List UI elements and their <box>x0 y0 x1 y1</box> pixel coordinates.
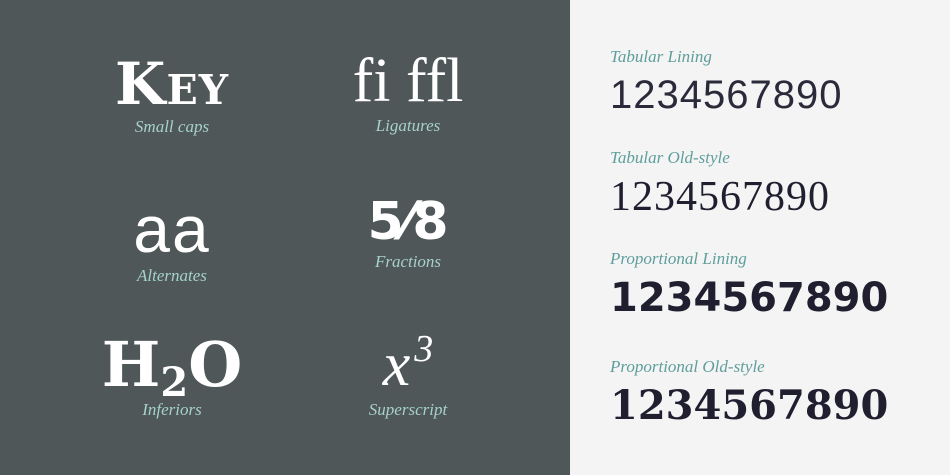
superscript-caption: Superscript <box>368 400 448 419</box>
inferiors-base: H <box>101 328 161 401</box>
proportional-oldstyle-digits: 1234567890 <box>610 382 889 429</box>
proportional-oldstyle-label: Proportional Old-style <box>610 357 765 376</box>
tabular-oldstyle-digits: 1234567890 <box>610 174 830 220</box>
inferiors-caption: Inferiors <box>142 400 202 419</box>
inferiors-sample: H2O <box>52 334 292 403</box>
ligatures-caption: Ligatures <box>375 116 441 135</box>
alternates-caption: Alternates <box>137 266 207 285</box>
fractions-caption: Fractions <box>374 252 442 271</box>
fractions-sample: 5⁄8 <box>367 192 449 252</box>
superscript-base: x <box>382 331 411 399</box>
feature-inferiors: H2O Inferiors <box>52 334 292 420</box>
proportional-lining-label: Proportional Lining <box>610 249 747 268</box>
tabular-lining-digits: 1234567890 <box>610 73 843 117</box>
feature-ligatures: fi ffl Ligatures <box>288 50 528 136</box>
features-panel: Key Small caps fi ffl Ligatures aa Alter… <box>0 0 570 475</box>
tabular-oldstyle-label: Tabular Old-style <box>610 148 730 167</box>
feature-fractions: 5⁄8 Fractions <box>288 196 528 272</box>
inferiors-subscript: 2 <box>160 359 189 406</box>
feature-alternates: aa Alternates <box>52 196 292 286</box>
ligatures-sample: fi ffl <box>352 47 464 115</box>
alternates-sample: aa <box>133 192 211 266</box>
superscript-exponent: 3 <box>414 328 434 370</box>
proportional-lining-digits: 1234567890 <box>610 275 889 321</box>
tabular-lining-label: Tabular Lining <box>610 47 712 66</box>
fraction-numerator: 5 <box>367 192 404 252</box>
small-caps-caption: Small caps <box>134 117 210 136</box>
fraction-denominator: 8 <box>412 192 449 252</box>
numerals-panel: Tabular Lining 1234567890 Tabular Old-st… <box>570 0 950 475</box>
feature-small-caps: Key Small caps <box>52 55 292 137</box>
inferiors-end: O <box>188 328 243 401</box>
small-caps-sample: Key <box>115 50 229 118</box>
